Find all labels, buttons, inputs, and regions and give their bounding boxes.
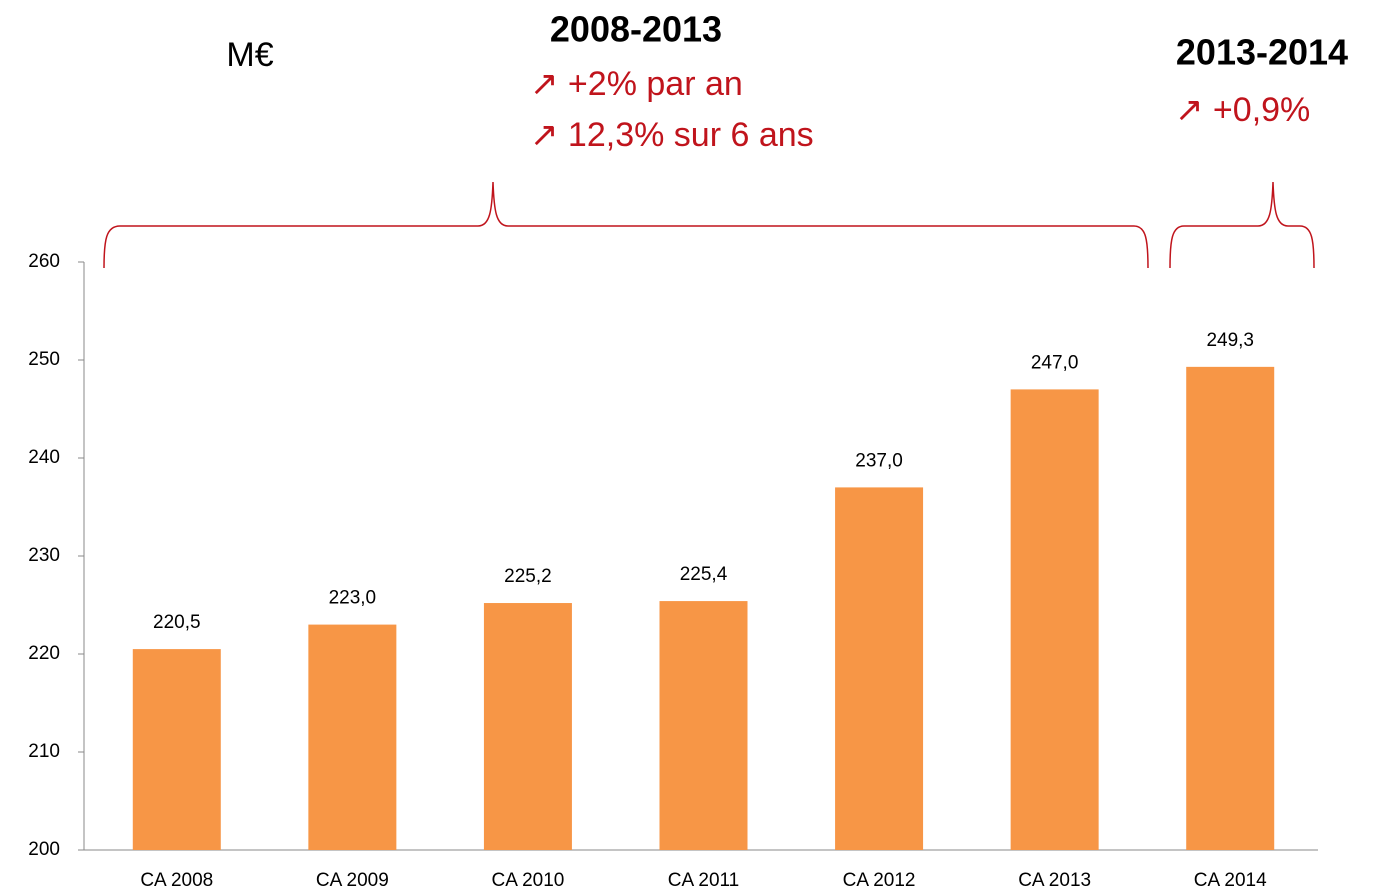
- y-tick-label: 250: [28, 349, 60, 370]
- brace: [1169, 181, 1315, 269]
- x-tick-label: CA 2012: [843, 870, 916, 891]
- value-label: 225,4: [680, 564, 728, 585]
- value-label: 220,5: [153, 612, 201, 633]
- value-label: 223,0: [329, 588, 377, 609]
- y-tick-label: 240: [28, 447, 60, 468]
- bar: [132, 649, 221, 850]
- unit-label: M€: [226, 36, 273, 74]
- value-label: 249,3: [1206, 330, 1254, 351]
- bar: [1186, 366, 1275, 850]
- x-tick-label: CA 2013: [1018, 870, 1091, 891]
- annotation-line: ↗ 12,3% sur 6 ans: [530, 116, 814, 154]
- bar: [308, 624, 397, 850]
- x-tick-label: CA 2009: [316, 870, 389, 891]
- y-tick-label: 260: [28, 251, 60, 272]
- bar: [659, 601, 748, 850]
- x-tick-label: CA 2011: [668, 870, 739, 891]
- annotation-line: ↗ +0,9%: [1175, 91, 1310, 129]
- y-tick-label: 220: [28, 643, 60, 664]
- value-label: 225,2: [504, 566, 552, 587]
- annotation-line: ↗ +2% par an: [530, 65, 743, 103]
- bar: [483, 603, 572, 850]
- y-tick-label: 200: [28, 839, 60, 860]
- x-tick-label: CA 2010: [491, 870, 564, 891]
- value-label: 237,0: [855, 450, 903, 471]
- annotation-title: 2008-2013: [550, 9, 722, 50]
- annotation-title: 2013-2014: [1176, 32, 1348, 73]
- bar: [1010, 389, 1099, 850]
- brace: [103, 181, 1149, 269]
- y-tick-label: 230: [28, 545, 60, 566]
- value-label: 247,0: [1031, 352, 1079, 373]
- bar: [835, 487, 924, 850]
- x-tick-label: CA 2014: [1194, 870, 1267, 891]
- y-tick-label: 210: [28, 741, 60, 762]
- x-tick-label: CA 2008: [140, 870, 213, 891]
